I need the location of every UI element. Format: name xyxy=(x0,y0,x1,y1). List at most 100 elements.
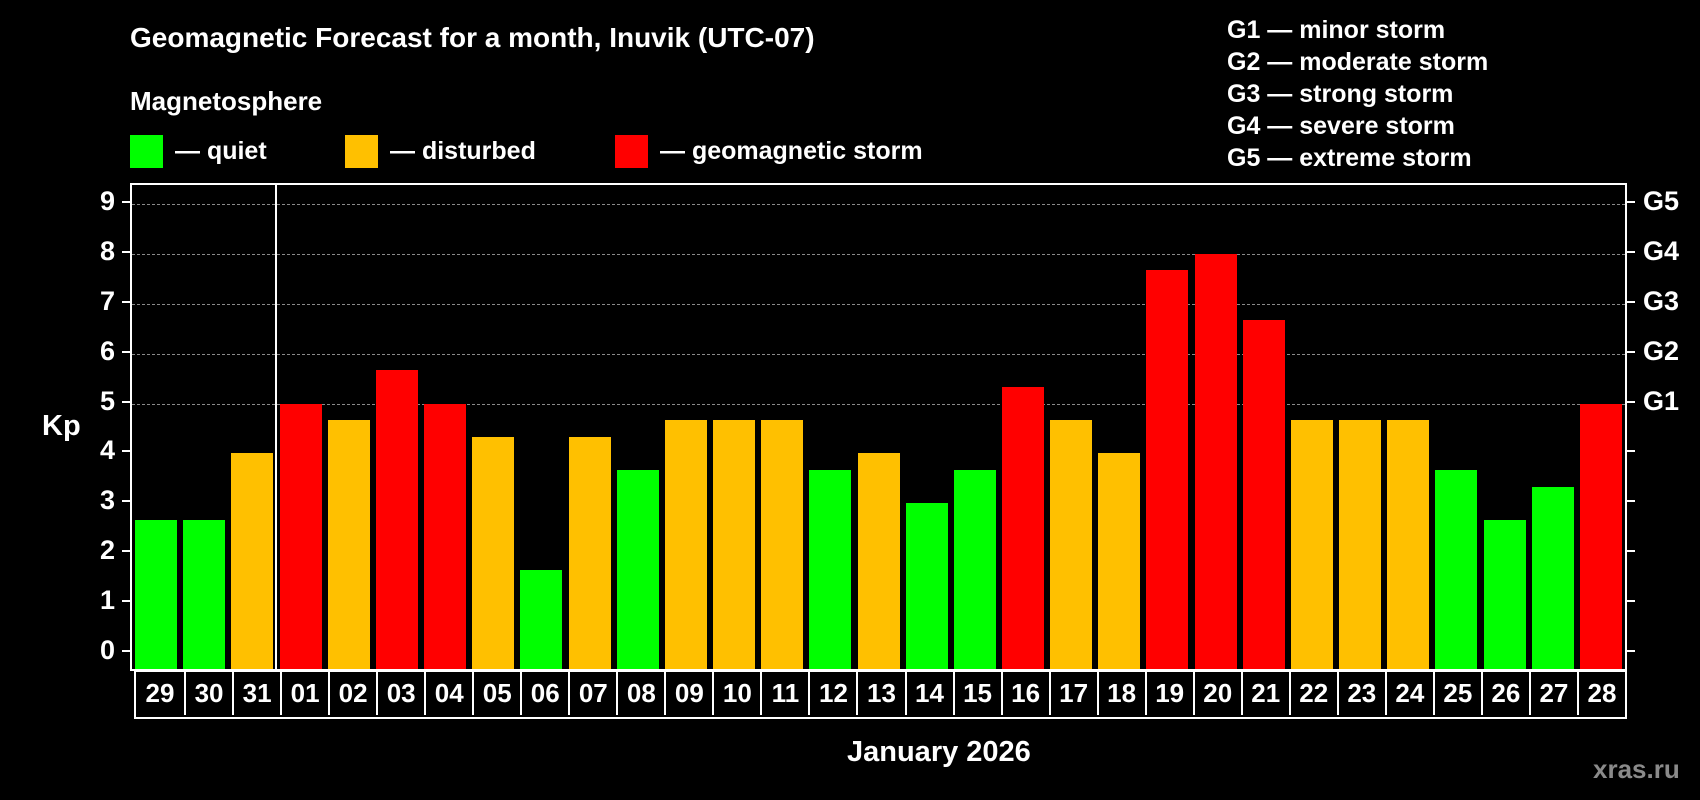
date-cell: 31 xyxy=(232,670,281,715)
y-tick-label: 9 xyxy=(99,185,115,216)
y-tick-label: 8 xyxy=(99,235,115,266)
y-tick-label: 6 xyxy=(99,335,115,366)
date-cell: 14 xyxy=(904,670,953,715)
g-scale-item: G3 — strong storm xyxy=(1227,80,1454,108)
g-level-label: G4 xyxy=(1643,235,1680,266)
date-cell: 13 xyxy=(856,670,905,715)
watermark: xras.ru xyxy=(1593,754,1680,784)
date-cell: 25 xyxy=(1432,670,1481,715)
date-cell: 16 xyxy=(1000,670,1049,715)
right-tick xyxy=(1627,500,1635,503)
date-cell: 15 xyxy=(952,670,1001,715)
date-cell: 01 xyxy=(280,670,329,715)
kp-bar xyxy=(424,403,467,669)
kp-bar xyxy=(1001,387,1044,669)
legend-label: — disturbed xyxy=(390,136,536,165)
y-tick-label: 7 xyxy=(99,285,115,316)
kp-bar xyxy=(616,469,659,669)
y-tick xyxy=(122,400,130,403)
y-tick xyxy=(122,500,130,503)
plot-area xyxy=(130,183,1627,671)
grid-line xyxy=(132,303,1625,305)
y-axis-label: Kp xyxy=(42,410,81,442)
grid-line xyxy=(132,403,1625,405)
g-level-label: G1 xyxy=(1643,385,1680,416)
grid-line xyxy=(132,253,1625,255)
date-cell: 26 xyxy=(1480,670,1529,715)
g-level-label: G3 xyxy=(1643,285,1680,316)
kp-bar xyxy=(953,469,996,669)
date-cell: 28 xyxy=(1576,670,1625,715)
date-cell: 03 xyxy=(376,670,425,715)
date-cell: 12 xyxy=(808,670,857,715)
legend-item: — quiet xyxy=(130,134,267,168)
kp-bar xyxy=(279,403,322,669)
kp-bar xyxy=(1146,270,1189,669)
y-tick-label: 0 xyxy=(99,635,115,665)
date-cell: 07 xyxy=(568,670,617,715)
right-tick xyxy=(1627,300,1635,303)
month-separator xyxy=(275,185,278,669)
kp-bar xyxy=(183,519,226,669)
g-level-label: G2 xyxy=(1643,335,1680,366)
date-cell: 27 xyxy=(1528,670,1577,715)
date-cell: 06 xyxy=(520,670,569,715)
y-tick xyxy=(122,650,130,652)
kp-bar xyxy=(472,436,515,669)
g-scale-item: G4 — severe storm xyxy=(1227,112,1455,140)
g-scale-legend: G1 — minor storm G2 — moderate storm G3 — … xyxy=(1227,14,1488,174)
kp-bar xyxy=(1531,486,1574,669)
y-tick-label: 3 xyxy=(99,485,115,516)
y-tick xyxy=(122,600,130,603)
date-cell: 24 xyxy=(1384,670,1433,715)
kp-bar xyxy=(375,370,418,669)
kp-bar xyxy=(857,453,900,669)
date-cell: 29 xyxy=(136,670,185,715)
date-cell: 23 xyxy=(1336,670,1385,715)
date-cell: 19 xyxy=(1144,670,1193,715)
date-cell: 17 xyxy=(1048,670,1097,715)
kp-bar xyxy=(1579,403,1622,669)
grid-line xyxy=(132,203,1625,205)
right-tick xyxy=(1627,650,1635,652)
right-tick xyxy=(1627,250,1635,253)
kp-bar xyxy=(520,569,563,669)
date-cell: 30 xyxy=(184,670,233,715)
date-cell: 04 xyxy=(424,670,473,715)
y-tick-label: 4 xyxy=(99,435,115,466)
kp-bar xyxy=(231,453,274,669)
y-tick-label: 5 xyxy=(99,385,115,416)
g-scale-item: G5 — extreme storm xyxy=(1227,144,1472,172)
date-cell: 08 xyxy=(616,670,665,715)
y-tick-label: 1 xyxy=(99,585,115,616)
legend-swatch xyxy=(130,134,163,168)
legend-swatch xyxy=(345,134,378,168)
y-tick xyxy=(122,550,130,553)
right-tick xyxy=(1627,600,1635,603)
kp-bar xyxy=(1194,253,1237,669)
x-axis-dates: 29 30 31 01 02 03 04 05 06 07 08 09 10 11 12 13 14 15 16 17… xyxy=(134,670,1627,719)
date-cell: 22 xyxy=(1288,670,1337,715)
right-tick xyxy=(1627,350,1635,353)
date-cell: 11 xyxy=(760,670,809,715)
kp-bar xyxy=(905,503,948,669)
date-cell: 20 xyxy=(1192,670,1241,715)
kp-bar xyxy=(135,519,178,669)
kp-bar xyxy=(1098,453,1141,669)
legend-label: — geomagnetic storm xyxy=(660,136,923,165)
date-cell: 02 xyxy=(328,670,377,715)
kp-bar xyxy=(1387,419,1430,669)
section-label: Magnetosphere xyxy=(130,86,323,116)
date-cell: 18 xyxy=(1096,670,1145,715)
kp-bar xyxy=(327,419,370,669)
chart-title: Geomagnetic Forecast for a month, Inuvik… xyxy=(130,22,815,53)
right-tick xyxy=(1627,200,1635,203)
kp-bar xyxy=(1242,320,1285,669)
right-tick xyxy=(1627,400,1635,403)
g-scale-item: G1 — minor storm xyxy=(1227,16,1446,44)
kp-bar xyxy=(1050,419,1093,669)
kp-bar xyxy=(1435,469,1478,669)
kp-bar xyxy=(1290,419,1333,669)
g-level-label: G5 xyxy=(1643,185,1680,216)
date-cell: 05 xyxy=(472,670,521,715)
